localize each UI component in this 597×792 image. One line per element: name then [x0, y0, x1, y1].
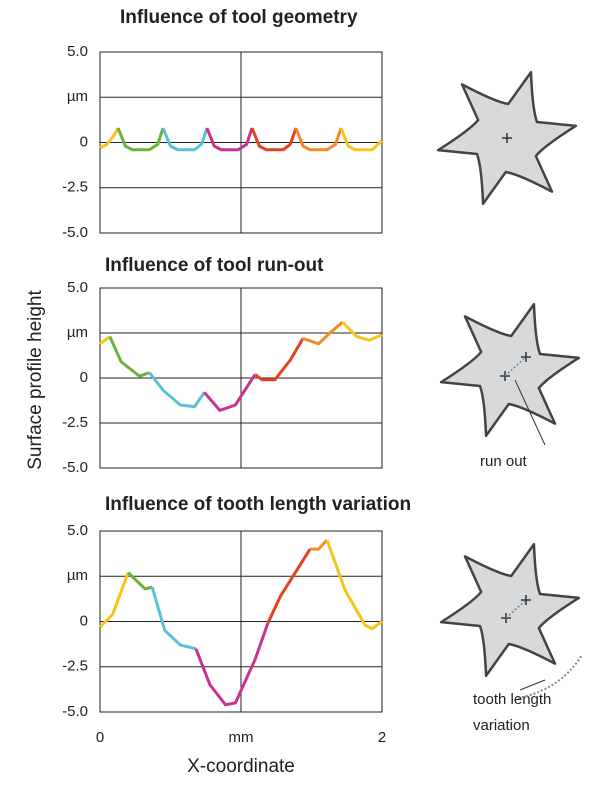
profile-segment	[294, 127, 343, 152]
profile-segment	[325, 539, 383, 631]
profile-segment	[341, 321, 383, 342]
profile-segment	[98, 572, 130, 628]
profile-segment	[127, 571, 153, 591]
y-tick-label: -2.5	[62, 414, 88, 431]
y-tick-label: µm	[67, 88, 88, 105]
panel-title: Influence of tooth length variation	[105, 494, 411, 515]
tool-outline	[439, 542, 581, 678]
y-tick-label: -5.0	[62, 224, 88, 241]
tool-diagrams	[436, 70, 583, 699]
annotation: tooth length	[473, 691, 551, 708]
profile-segment	[99, 335, 111, 346]
profile-segment	[205, 127, 254, 152]
y-tick-label: -5.0	[62, 703, 88, 720]
annotation: run out	[480, 453, 528, 470]
profile-segment	[150, 586, 197, 651]
profile-segment	[148, 371, 206, 409]
y-axis-label: Surface profile height	[25, 290, 46, 470]
x-tick-label: 2	[378, 729, 386, 746]
y-tick-label: 5.0	[67, 43, 88, 60]
y-tick-label: -2.5	[62, 179, 88, 196]
panel-title: Influence of tool run-out	[105, 255, 324, 276]
y-tick-label: 0	[80, 369, 88, 386]
offset-line	[505, 599, 527, 619]
profile-segment	[266, 548, 312, 624]
profile-segment	[250, 127, 298, 152]
y-tick-label: µm	[67, 567, 88, 584]
y-tick-label: 0	[80, 133, 88, 150]
leader-line	[514, 379, 546, 446]
profile-segment	[203, 373, 257, 412]
profile-segment	[302, 321, 344, 346]
y-tick-label: 5.0	[67, 279, 88, 296]
profile-segment	[254, 337, 305, 382]
y-tick-label: µm	[67, 324, 88, 341]
profile-segment	[310, 539, 329, 551]
y-tick-label: -2.5	[62, 658, 88, 675]
tool-outline	[439, 302, 581, 438]
leader-line	[519, 679, 546, 691]
profile-segment	[108, 335, 150, 378]
y-tick-label: 0	[80, 612, 88, 629]
x-axis-label: X-coordinate	[187, 756, 295, 777]
x-tick-label: mm	[229, 729, 254, 746]
annotation: variation	[473, 717, 530, 734]
y-tick-label: 5.0	[67, 522, 88, 539]
profile-segment	[99, 127, 120, 150]
profile-segment	[116, 127, 165, 152]
profile-segment	[194, 622, 270, 707]
y-tick-label: -5.0	[62, 459, 88, 476]
panel-title: Influence of tool geometry	[120, 7, 358, 28]
x-tick-label: 0	[96, 729, 104, 746]
tooth-variation	[517, 654, 583, 699]
profile-segment	[161, 127, 209, 152]
offset-line	[504, 356, 527, 377]
profile-segment	[339, 127, 384, 152]
